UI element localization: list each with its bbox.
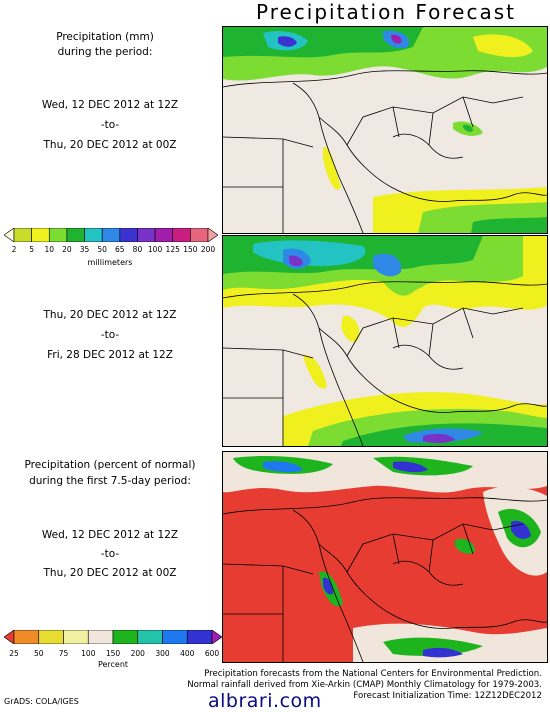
colorbar-tick-label: 300 [155, 649, 170, 658]
panel3-end-date: Thu, 20 DEC 2012 at 00Z [43, 567, 177, 579]
colorbar-mm [4, 228, 218, 242]
colorbar-tick-label: 200 [130, 649, 145, 658]
colorbar-tick-label: 2 [11, 245, 17, 254]
panel1-heading-1: Precipitation (mm) [56, 31, 154, 43]
panel3-start-date: Wed, 12 DEC 2012 at 12Z [41, 529, 179, 541]
colorbar-tick-label: 5 [29, 245, 35, 254]
colorbar-tick-label: 150 [105, 649, 121, 658]
watermark: albrari.com [208, 690, 322, 712]
colorbar-tick-label: 80 [132, 245, 143, 254]
map-panel-percent-normal [222, 451, 548, 663]
colorbar-percent-unit: Percent [97, 660, 129, 669]
colorbar-segment [38, 630, 64, 644]
colorbar-segment [211, 630, 222, 644]
map-panel-precip-period1 [222, 26, 548, 234]
footer-line-1: Precipitation forecasts from the Nationa… [204, 669, 542, 679]
colorbar-segment [4, 630, 15, 644]
grads-credit: GrADS: COLA/IGES [4, 697, 79, 706]
colorbar-segment [84, 228, 103, 242]
colorbar-segment [48, 228, 68, 242]
colorbar-segment [137, 228, 156, 242]
colorbar-tick-label: 125 [165, 245, 180, 254]
colorbar-segment [190, 228, 209, 242]
map-panel-precip-period2 [222, 235, 548, 447]
panel3-to: -to- [100, 548, 120, 560]
colorbar-segment [87, 630, 114, 644]
colorbar-tick-label: 65 [115, 245, 125, 254]
panel2-end-date: Fri, 28 DEC 2012 at 12Z [47, 349, 173, 361]
colorbar-tick-label: 50 [33, 649, 44, 658]
panel2-to: -to- [100, 329, 120, 341]
footer-line-3: Forecast Initialization Time: 12Z12DEC20… [353, 691, 542, 701]
colorbar-segment [63, 630, 89, 644]
colorbar-tick-label: 75 [58, 649, 69, 658]
colorbar-segment [172, 228, 191, 242]
colorbar-segment [162, 630, 188, 644]
page-title: Precipitation Forecast [256, 0, 516, 24]
colorbar-percent [4, 630, 222, 644]
colorbar-segment [13, 630, 40, 644]
colorbar-segment [13, 228, 32, 242]
colorbar-tick-label: 35 [79, 245, 90, 254]
colorbar-tick-label: 150 [183, 245, 198, 254]
colorbar-segment [66, 228, 85, 242]
colorbar-segment [112, 630, 139, 644]
panel3-heading-2: during the first 7.5-day period: [29, 475, 191, 487]
colorbar-segment [4, 228, 15, 242]
colorbar-segment [31, 228, 50, 242]
colorbar-mm-unit: millimeters [87, 258, 133, 267]
colorbar-tick-label: 50 [97, 245, 107, 254]
colorbar-tick-label: 400 [180, 649, 195, 658]
colorbar-segment [154, 228, 174, 242]
panel2-start-date: Thu, 20 DEC 2012 at 12Z [43, 309, 177, 321]
panel3-heading-1: Precipitation (percent of normal) [24, 459, 196, 471]
colorbar-tick-label: 100 [81, 649, 96, 658]
panel1-end-date: Thu, 20 DEC 2012 at 00Z [43, 139, 177, 151]
colorbar-tick-label: 200 [200, 245, 216, 254]
panel1-heading-2: during the period: [57, 46, 153, 58]
colorbar-segment [101, 228, 121, 242]
colorbar-tick-label: 25 [9, 649, 19, 658]
footer-line-2: Normal rainfall derived from Xie-Arkin (… [187, 680, 542, 690]
colorbar-tick-label: 10 [44, 245, 55, 254]
panel1-to: -to- [100, 119, 120, 131]
colorbar-percent-ticks: 25 50 75 100 150 200 300 400 600 [4, 649, 222, 659]
colorbar-tick-label: 600 [204, 649, 220, 658]
colorbar-segment [137, 630, 163, 644]
colorbar-segment [207, 228, 218, 242]
colorbar-segment [186, 630, 213, 644]
colorbar-mm-ticks: 2 5 10 20 35 50 65 80 100 125 150 200 [4, 245, 218, 255]
colorbar-tick-label: 20 [62, 245, 72, 254]
panel1-start-date: Wed, 12 DEC 2012 at 12Z [41, 99, 179, 111]
colorbar-segment [119, 228, 138, 242]
colorbar-tick-label: 100 [147, 245, 163, 254]
